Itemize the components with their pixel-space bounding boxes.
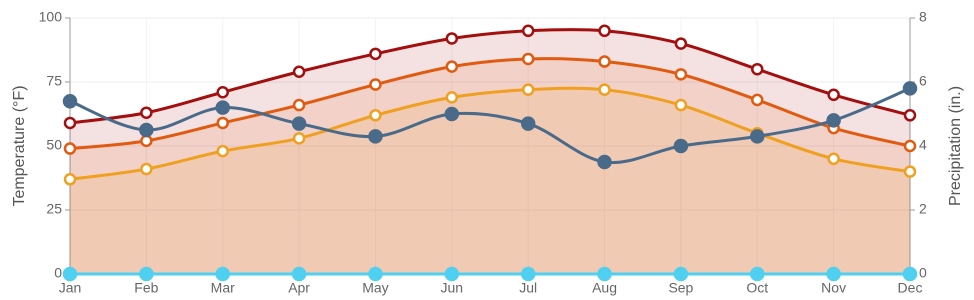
point — [63, 173, 77, 186]
point — [445, 91, 459, 104]
x-tick-label: Feb — [134, 280, 158, 296]
x-tick-label: Mar — [211, 280, 235, 296]
point — [598, 55, 611, 68]
point — [597, 154, 612, 170]
point — [140, 134, 153, 148]
point — [215, 100, 230, 115]
line — [69, 28, 911, 125]
point — [216, 144, 229, 158]
point — [674, 98, 688, 112]
point — [292, 132, 306, 145]
area — [70, 29, 910, 275]
point — [751, 93, 764, 107]
y-tick-label: 0 — [54, 265, 62, 281]
point — [750, 266, 765, 282]
point — [369, 47, 382, 61]
point — [445, 32, 459, 45]
point — [903, 109, 917, 122]
x-tick-label: Oct — [746, 280, 768, 296]
point — [826, 266, 841, 282]
point — [520, 116, 536, 131]
point — [751, 62, 764, 76]
y-tick-label: 75 — [46, 73, 62, 89]
x-tick-label: Dec — [898, 280, 923, 296]
area — [70, 88, 910, 274]
point — [63, 142, 77, 155]
point — [598, 83, 611, 96]
x-tick-label: Jul — [519, 280, 537, 296]
y-tick-label: 25 — [46, 201, 62, 217]
point — [444, 106, 460, 122]
point — [291, 116, 307, 131]
point — [216, 116, 229, 130]
y2-tick-label: 2 — [919, 201, 927, 217]
x-tick-label: Aug — [592, 280, 617, 296]
point — [292, 98, 306, 112]
point — [139, 122, 154, 138]
point — [520, 266, 536, 282]
point — [597, 266, 612, 282]
point — [63, 116, 77, 130]
point — [368, 129, 383, 144]
point — [521, 83, 535, 96]
x-tick-label: May — [362, 280, 388, 296]
point — [674, 37, 688, 50]
point — [369, 109, 382, 122]
y-tick-label: 50 — [46, 137, 62, 153]
point — [368, 266, 383, 282]
point — [750, 129, 765, 144]
point — [521, 24, 535, 38]
point — [369, 78, 382, 91]
y-axis-title: Temperature (°F) — [11, 85, 28, 206]
x-tick-label: Nov — [821, 280, 846, 296]
x-tick-label: Jan — [59, 280, 82, 296]
point — [673, 138, 689, 154]
y2-tick-label: 6 — [919, 73, 927, 89]
point — [291, 266, 307, 282]
point — [902, 266, 918, 282]
y2-axis-title: Precipitation (in.) — [947, 86, 964, 206]
y2-tick-label: 0 — [919, 265, 927, 281]
x-tick-label: Apr — [288, 280, 310, 296]
point — [902, 81, 918, 96]
point — [826, 113, 841, 128]
point — [674, 68, 688, 81]
point — [673, 266, 689, 282]
point — [216, 85, 229, 99]
point — [140, 162, 153, 176]
point — [215, 266, 230, 282]
point — [292, 65, 306, 79]
point — [444, 266, 460, 282]
point — [62, 93, 78, 109]
point — [445, 60, 459, 73]
point — [598, 24, 611, 38]
point — [140, 106, 153, 119]
x-tick-label: Sep — [668, 280, 693, 296]
y2-tick-label: 8 — [919, 9, 927, 25]
y-tick-label: 100 — [39, 9, 63, 25]
point — [62, 266, 78, 282]
point — [903, 165, 917, 178]
x-tick-label: Jun — [441, 280, 464, 296]
point — [903, 139, 917, 153]
point — [521, 52, 535, 66]
point — [139, 266, 154, 282]
point — [827, 152, 840, 166]
point — [827, 88, 840, 102]
y2-tick-label: 4 — [919, 137, 927, 153]
